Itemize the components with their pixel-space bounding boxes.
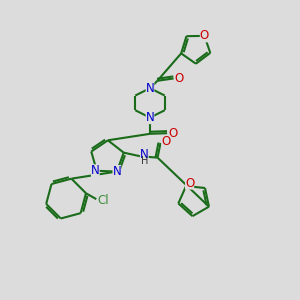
Text: N: N — [146, 82, 154, 95]
Text: H: H — [141, 156, 148, 166]
Text: N: N — [112, 165, 121, 178]
Text: N: N — [146, 111, 154, 124]
Text: O: O — [161, 135, 170, 148]
Text: O: O — [168, 127, 178, 140]
Text: Cl: Cl — [97, 194, 109, 207]
Text: N: N — [140, 148, 149, 161]
Text: N: N — [91, 164, 100, 177]
Text: O: O — [185, 177, 194, 190]
Text: O: O — [200, 29, 209, 42]
Text: O: O — [174, 72, 184, 85]
